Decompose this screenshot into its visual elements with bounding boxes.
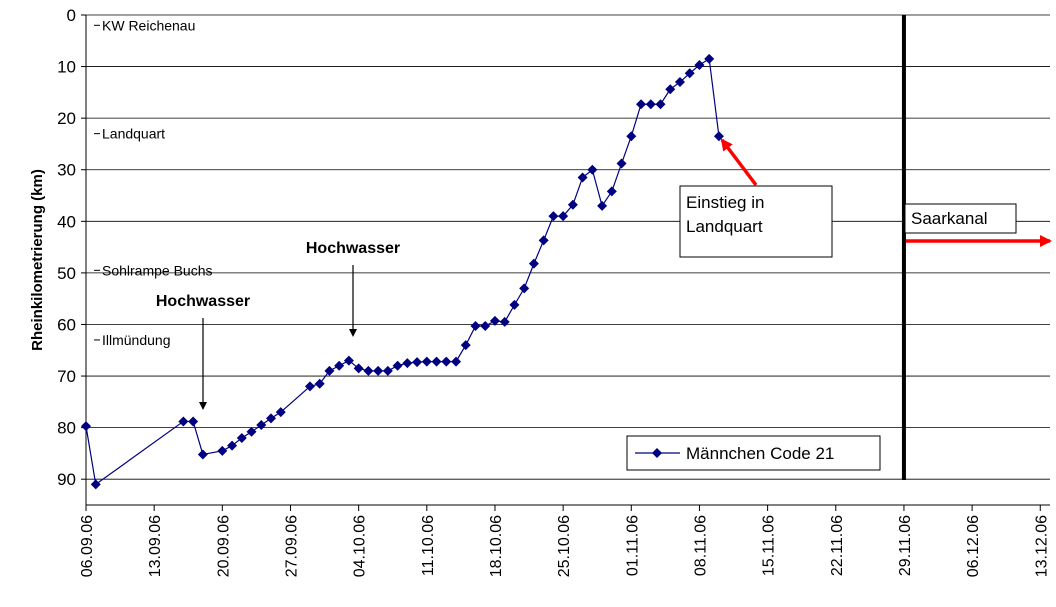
data-point [597,200,608,211]
reference-label: Illmündung [102,332,171,348]
data-point [538,235,549,246]
y-tick-label: 90 [57,470,76,489]
y-tick-label: 20 [57,109,76,128]
note-arrow [720,138,758,187]
data-point [324,365,335,376]
y-tick-label: 50 [57,264,76,283]
note-text: Einstieg in [686,193,764,212]
data-point [548,211,559,222]
data-point [275,407,286,418]
data-point [480,321,491,332]
data-point [616,158,627,169]
y-tick-label: 70 [57,367,76,386]
data-point [636,99,647,110]
y-tick-label: 0 [67,6,76,25]
data-point [334,360,345,371]
data-point [178,416,189,427]
data-point [587,164,598,175]
data-point [606,186,617,197]
data-point [451,356,462,367]
data-point [626,131,637,142]
data-point [489,315,500,326]
data-point [188,416,199,427]
y-axis-label: Rheinkilometrierung (km) [29,169,46,351]
data-point [674,77,685,88]
legend-label: Männchen Code 21 [686,444,834,463]
data-point [577,172,588,183]
y-tick-label: 10 [57,58,76,77]
data-point [558,211,569,222]
reference-label: KW Reichenau [102,17,195,33]
x-tick-label: 06.12.06 [965,515,982,577]
data-point [353,363,364,374]
data-point [665,84,676,95]
x-tick-label: 06.09.06 [79,515,96,577]
data-point [256,420,267,431]
data-point [431,356,442,367]
data-point [382,365,393,376]
data-point [412,357,423,368]
annotation: Hochwasser [306,240,400,257]
y-tick-label: 40 [57,212,76,231]
data-point [470,321,481,332]
data-point [519,283,530,294]
data-point [392,360,403,371]
x-tick-label: 13.09.06 [147,515,164,577]
data-point [441,356,452,367]
data-point [236,432,247,443]
note-text: Landquart [686,217,763,236]
data-point [304,381,315,392]
data-point [509,299,520,310]
x-tick-label: 25.10.06 [556,515,573,577]
x-tick-label: 15.11.06 [761,515,778,576]
data-point [81,421,91,432]
data-point [704,53,715,64]
reference-label: Sohlrampe Buchs [102,262,213,278]
x-tick-label: 08.11.06 [692,515,709,576]
annotation: Hochwasser [156,293,250,310]
label-box [904,203,1017,234]
reference-label: Landquart [102,126,165,142]
vertical-line-label: Saarkanal [911,209,988,228]
note-box [679,185,833,258]
x-tick-label: 22.11.06 [829,515,846,576]
data-point [713,131,724,142]
data-point [246,426,257,437]
data-point [460,340,471,351]
data-point [655,99,666,110]
data-point [314,378,325,389]
data-point [266,413,277,424]
data-point [227,440,238,451]
x-tick-label: 04.10.06 [352,515,369,577]
data-point [499,316,510,327]
data-point [421,356,432,367]
data-point [217,445,228,456]
x-tick-label: 29.11.06 [897,515,914,576]
data-point [373,365,384,376]
x-tick-label: 01.11.06 [624,515,641,576]
x-tick-label: 20.09.06 [215,515,232,577]
data-point [90,479,101,490]
data-point [402,358,413,369]
data-point [528,258,539,269]
y-tick-label: 30 [57,161,76,180]
data-point [197,449,208,460]
data-point [684,68,695,79]
legend-marker [652,448,662,458]
data-point [567,199,578,210]
y-tick-label: 60 [57,315,76,334]
legend-box [626,435,881,471]
y-tick-label: 80 [57,419,76,438]
data-point [645,99,656,110]
data-point [363,365,374,376]
x-tick-label: 18.10.06 [488,515,505,577]
data-point [343,355,354,366]
data-point [694,60,705,71]
x-tick-label: 27.09.06 [283,515,300,577]
x-tick-label: 13.12.06 [1033,515,1050,577]
x-tick-label: 11.10.06 [420,515,437,576]
